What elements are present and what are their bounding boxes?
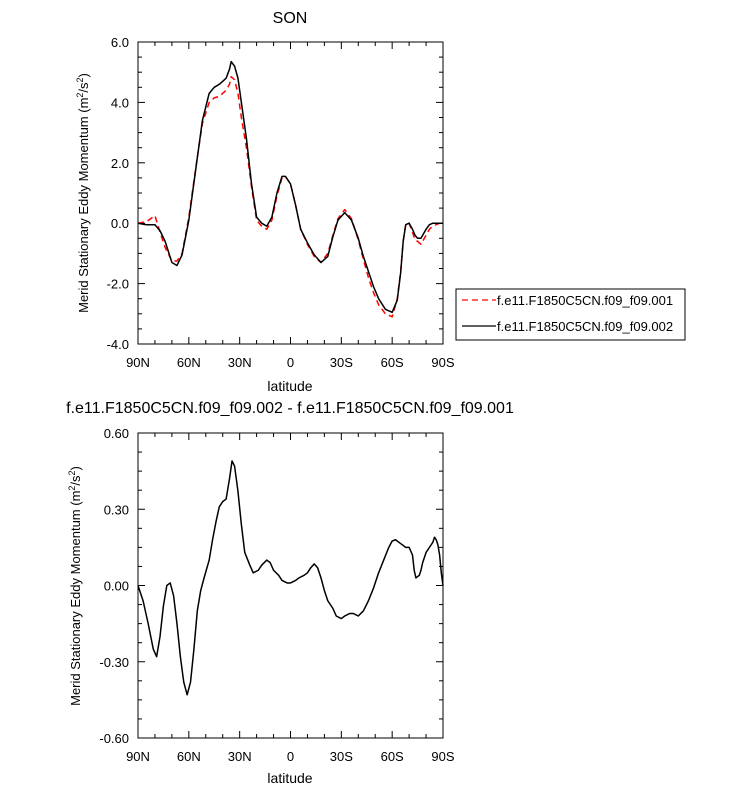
- top-series-line-2: [137, 60, 443, 314]
- top-ytick-label: 4.0: [111, 95, 129, 110]
- top-xtick-label: 30N: [228, 355, 252, 370]
- top-xtick-label: 30S: [330, 355, 353, 370]
- bottom-xtick-label: 0: [287, 749, 294, 764]
- legend-label-series-1: f.e11.F1850C5CN.f09_f09.001: [497, 293, 673, 308]
- top-axis-ticks: -4.0 -2.0 0.0 2.0 4.0 6.0 90N 60N 30N 0 30S 60S 90S: [107, 35, 455, 370]
- bottom-plot-frame: [137, 432, 444, 739]
- top-ytick-label: -4.0: [107, 337, 129, 352]
- legend: f.e11.F1850C5CN.f09_f09.001 f.e11.F1850C…: [455, 288, 686, 341]
- bottom-y-axis-label: Merid Stationary Eddy Momentum (m2/s2): [67, 466, 83, 706]
- bottom-chart-title: f.e11.F1850C5CN.f09_f09.002 - f.e11.F185…: [66, 400, 514, 417]
- bottom-series-line-1: [137, 460, 444, 696]
- top-panel: SON -4.0 -2.0 0.0 2.0 4.0 6.0 90N 60N 30N 0 30S 60S…: [75, 10, 686, 394]
- bottom-xtick-label: 30S: [330, 749, 353, 764]
- bottom-ytick-label: -0.60: [99, 731, 129, 746]
- top-xtick-label: 90S: [431, 355, 454, 370]
- top-ytick-label: 0.0: [111, 216, 129, 231]
- bottom-ytick-label: 0.00: [104, 579, 129, 594]
- top-ytick-label: 2.0: [111, 156, 129, 171]
- bottom-ytick-label: 0.30: [104, 502, 129, 517]
- bottom-axis-ticks: -0.60 -0.30 0.00 0.30 0.60 90N 60N 30N 0 30S 60S 90…: [99, 426, 455, 764]
- top-x-axis-label: latitude: [267, 378, 312, 394]
- top-xtick-label: 90N: [126, 355, 150, 370]
- bottom-x-axis-label: latitude: [267, 770, 312, 786]
- bottom-xtick-label: 60N: [177, 749, 201, 764]
- top-series-line-1: [137, 75, 443, 318]
- top-xtick-label: 60S: [381, 355, 404, 370]
- top-xtick-label: 60N: [177, 355, 201, 370]
- bottom-series-group: [137, 460, 444, 696]
- legend-frame: [455, 288, 686, 341]
- top-xtick-label: 0: [287, 355, 294, 370]
- top-y-axis-label: Merid Stationary Eddy Momentum (m2/s2): [75, 73, 91, 313]
- top-ytick-label: -2.0: [107, 277, 129, 292]
- bottom-ytick-label: -0.30: [99, 655, 129, 670]
- bottom-xtick-label: 90N: [126, 749, 150, 764]
- bottom-ytick-label: 0.60: [104, 426, 129, 441]
- bottom-xtick-label: 30N: [228, 749, 252, 764]
- legend-label-series-2: f.e11.F1850C5CN.f09_f09.002: [497, 319, 673, 334]
- top-series-group: [137, 60, 443, 318]
- top-chart-title: SON: [273, 10, 308, 27]
- top-ytick-label: 6.0: [111, 35, 129, 50]
- bottom-panel: f.e11.F1850C5CN.f09_f09.002 - f.e11.F185…: [66, 400, 514, 786]
- bottom-xtick-label: 90S: [431, 749, 454, 764]
- bottom-xtick-label: 60S: [381, 749, 404, 764]
